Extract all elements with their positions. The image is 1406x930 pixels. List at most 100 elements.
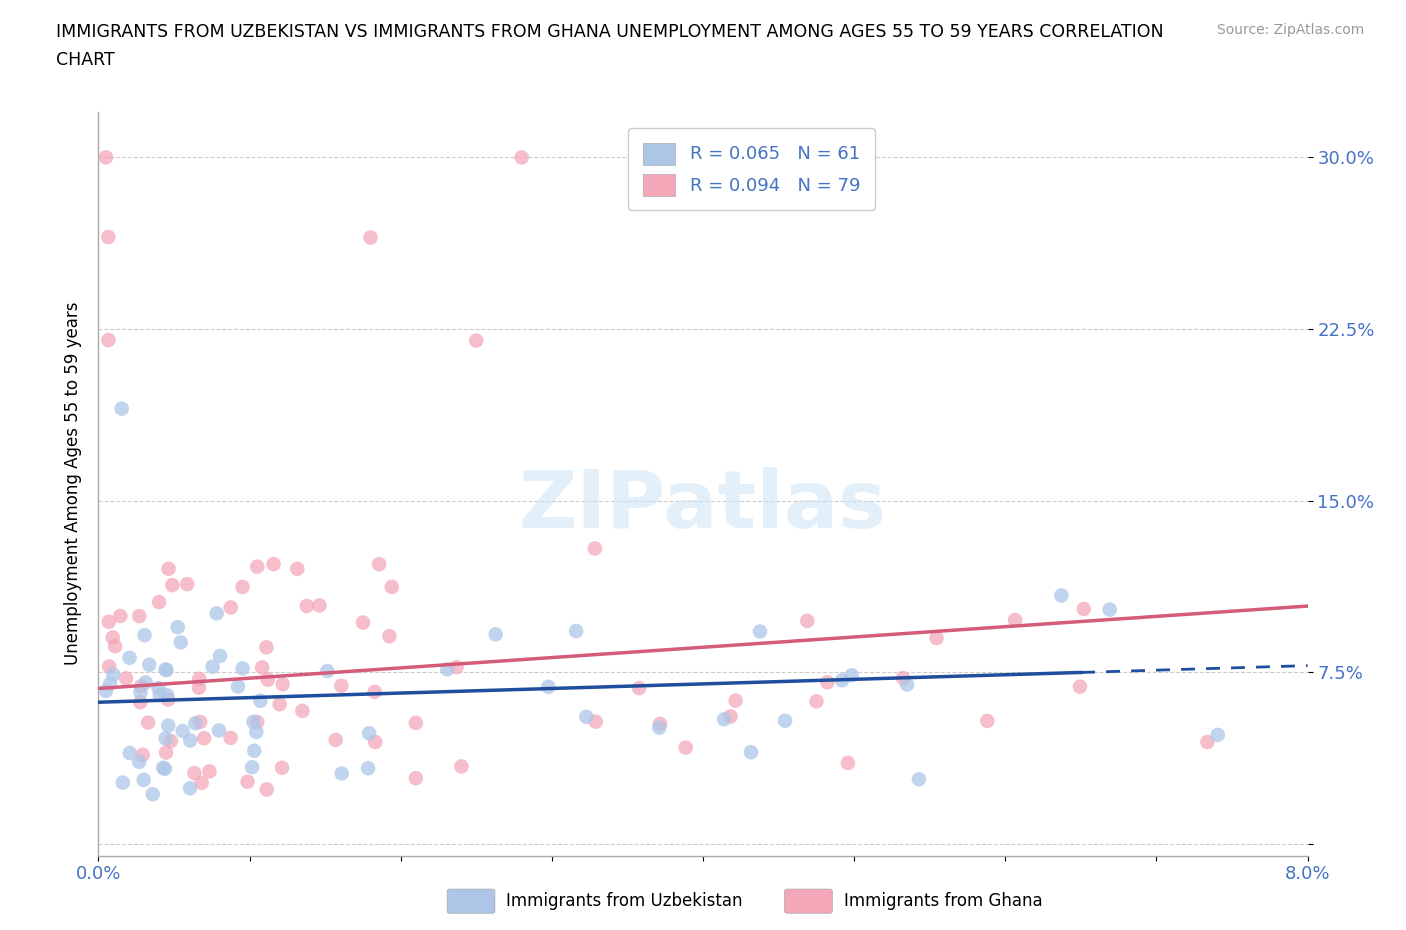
- Point: [243, 743, 266, 758]
- Point: [129, 695, 152, 710]
- Point: [1098, 602, 1121, 617]
- Point: [648, 720, 671, 735]
- Point: [104, 639, 127, 654]
- Point: [155, 745, 177, 760]
- Point: [330, 766, 353, 781]
- Point: [1004, 613, 1026, 628]
- Point: [160, 734, 183, 749]
- Point: [245, 724, 267, 739]
- Point: [976, 713, 998, 728]
- Point: [128, 608, 150, 623]
- Point: [231, 579, 253, 594]
- Point: [378, 629, 401, 644]
- Text: Immigrants from Uzbekistan: Immigrants from Uzbekistan: [506, 892, 742, 910]
- Point: [205, 606, 228, 621]
- Point: [357, 761, 380, 776]
- Point: [97, 230, 120, 245]
- Point: [308, 598, 330, 613]
- Point: [166, 619, 188, 634]
- Point: [148, 594, 170, 609]
- Point: [796, 614, 818, 629]
- Point: [925, 631, 948, 645]
- Point: [152, 761, 174, 776]
- Point: [111, 775, 134, 790]
- Point: [142, 787, 165, 802]
- Point: [256, 672, 278, 687]
- Point: [240, 760, 263, 775]
- Point: [128, 754, 150, 769]
- Point: [131, 748, 153, 763]
- Point: [1197, 735, 1219, 750]
- Point: [675, 740, 697, 755]
- Point: [156, 688, 179, 703]
- Point: [405, 771, 427, 786]
- Point: [135, 675, 157, 690]
- Point: [232, 661, 254, 676]
- Point: [841, 668, 863, 683]
- Point: [724, 693, 747, 708]
- Point: [815, 675, 838, 690]
- Text: Source: ZipAtlas.com: Source: ZipAtlas.com: [1216, 23, 1364, 37]
- Point: [1073, 602, 1095, 617]
- Point: [295, 599, 318, 614]
- Text: Immigrants from Ghana: Immigrants from Ghana: [844, 892, 1042, 910]
- Point: [162, 578, 184, 592]
- Point: [129, 679, 152, 694]
- Point: [219, 600, 242, 615]
- Point: [908, 772, 931, 787]
- Point: [183, 765, 205, 780]
- Point: [485, 627, 508, 642]
- Point: [155, 731, 177, 746]
- Point: [381, 579, 404, 594]
- Point: [364, 735, 387, 750]
- Text: CHART: CHART: [56, 51, 115, 69]
- Point: [364, 684, 387, 699]
- Point: [129, 685, 152, 700]
- Point: [188, 671, 211, 686]
- Point: [405, 715, 427, 730]
- Point: [1050, 588, 1073, 603]
- Point: [896, 677, 918, 692]
- Point: [190, 776, 212, 790]
- Point: [831, 673, 853, 688]
- Point: [157, 718, 180, 733]
- Point: [179, 733, 201, 748]
- Point: [291, 703, 314, 718]
- Point: [254, 640, 277, 655]
- Point: [263, 557, 285, 572]
- Point: [325, 733, 347, 748]
- Point: [138, 658, 160, 672]
- Point: [1069, 679, 1091, 694]
- Point: [111, 401, 134, 416]
- Point: [198, 764, 221, 779]
- Point: [193, 731, 215, 746]
- Point: [98, 676, 121, 691]
- Point: [450, 759, 472, 774]
- Point: [368, 557, 391, 572]
- Point: [773, 713, 796, 728]
- Point: [806, 694, 828, 709]
- Point: [352, 615, 374, 630]
- Point: [110, 608, 132, 623]
- Point: [187, 680, 209, 695]
- Point: [628, 681, 651, 696]
- Point: [837, 755, 859, 770]
- Point: [97, 615, 120, 630]
- Point: [101, 630, 124, 644]
- Legend: R = 0.065   N = 61, R = 0.094   N = 79: R = 0.065 N = 61, R = 0.094 N = 79: [628, 128, 875, 210]
- Point: [359, 725, 381, 740]
- Point: [583, 541, 606, 556]
- Point: [891, 671, 914, 685]
- Point: [242, 714, 264, 729]
- Point: [236, 775, 259, 790]
- Y-axis label: Unemployment Among Ages 55 to 59 years: Unemployment Among Ages 55 to 59 years: [63, 302, 82, 665]
- Point: [170, 635, 193, 650]
- Point: [250, 660, 273, 675]
- Point: [246, 714, 269, 729]
- Point: [155, 663, 177, 678]
- Point: [219, 730, 242, 745]
- Point: [136, 715, 159, 730]
- Point: [510, 150, 533, 165]
- Point: [585, 714, 607, 729]
- Point: [360, 230, 382, 245]
